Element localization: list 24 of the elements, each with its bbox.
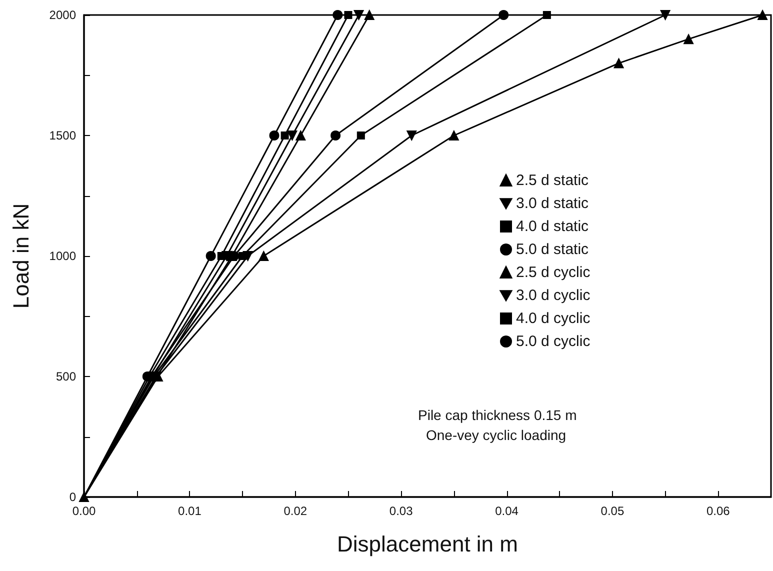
y-tick-label: 0	[69, 490, 76, 504]
legend-label: 2.5 d cyclic	[516, 264, 591, 281]
x-tick-label: 0.06	[706, 504, 730, 518]
x-tick-label: 0.02	[284, 504, 308, 518]
legend-label: 4.0 d static	[516, 218, 590, 235]
annotation: Pile cap thickness 0.15 m	[418, 407, 577, 423]
x-tick-label: 0.01	[178, 504, 202, 518]
x-tick-label: 0.00	[72, 504, 96, 518]
legend-label: 5.0 d static	[516, 241, 590, 258]
x-tick-label: 0.03	[389, 504, 414, 518]
x-tick-label: 0.05	[600, 504, 624, 518]
x-tick-label: 0.04	[495, 504, 519, 518]
x-axis-title: Displacement in m	[337, 532, 518, 556]
y-tick-label: 2000	[49, 8, 76, 22]
y-tick-label: 500	[56, 370, 76, 384]
y-axis-title: Load in kN	[8, 203, 34, 309]
legend-label: 3.0 d cyclic	[516, 287, 591, 304]
legend-label: 3.0 d static	[516, 195, 590, 212]
annotation: One-vey cyclic loading	[426, 427, 566, 443]
legend-label: 4.0 d cyclic	[516, 310, 591, 327]
legend-label: 5.0 d cyclic	[516, 333, 591, 350]
y-tick-label: 1500	[49, 128, 76, 142]
y-tick-label: 1000	[49, 249, 76, 263]
legend-label: 2.5 d static	[516, 172, 590, 189]
